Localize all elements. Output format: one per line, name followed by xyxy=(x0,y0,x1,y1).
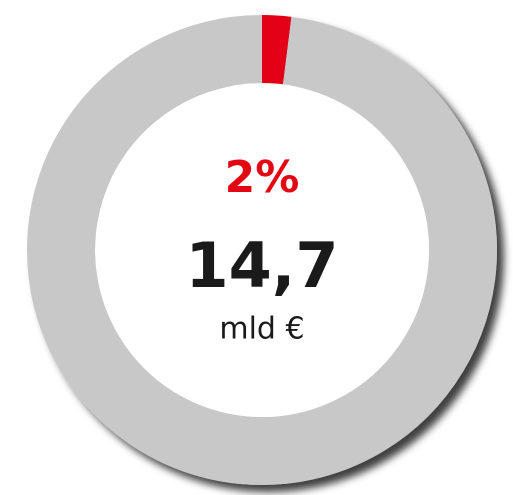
value-label: 2% xyxy=(225,152,300,203)
center-value: 14,7 xyxy=(186,229,339,302)
center-unit: mld € xyxy=(219,312,304,347)
donut-ring xyxy=(27,15,497,485)
donut-hole xyxy=(95,83,429,417)
donut-segment xyxy=(261,15,292,85)
donut-segment xyxy=(27,15,497,485)
